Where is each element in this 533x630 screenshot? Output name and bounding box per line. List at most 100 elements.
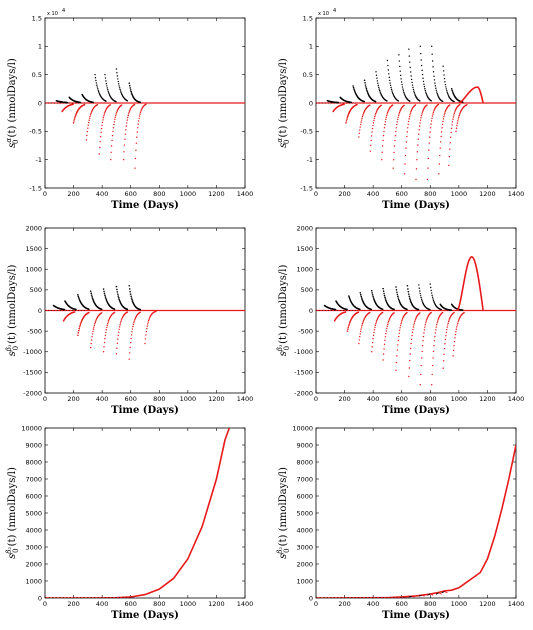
data-point [381,145,384,147]
data-point [378,86,380,89]
data-point [360,121,362,123]
data-point [387,323,389,326]
data-point [440,135,442,138]
data-point [378,88,380,90]
data-point [104,334,107,337]
data-point [73,311,76,313]
data-point [466,104,468,106]
data-point [361,117,363,119]
x-tick-label: 1200 [479,600,496,608]
data-point [130,295,132,298]
data-point [383,127,386,129]
data-point [375,321,377,323]
series-2 [332,103,468,181]
x-tick-label: 800 [424,190,436,198]
data-point [445,331,448,334]
data-point [73,120,75,122]
data-point [425,91,427,93]
data-point [372,295,374,298]
data-point [110,145,113,147]
x-tick-label: 1400 [237,395,254,403]
data-point [73,118,76,120]
x-tick-label: 1400 [508,190,525,198]
data-point [431,373,433,376]
y-tick-label: 0 [38,594,42,602]
data-point [105,82,108,85]
data-point [139,111,142,114]
data-point [95,320,97,322]
data-point [115,68,118,70]
data-point [348,323,351,325]
data-point [390,86,392,89]
data-point [87,124,89,126]
data-point [371,341,374,344]
data-point [348,321,351,324]
data-point [346,308,348,311]
data-point [391,104,394,106]
data-point [401,86,404,88]
y-tick-label: -2000 [294,389,313,397]
data-point [446,91,448,94]
y-tick-label: 5000 [25,509,42,517]
data-point [370,139,372,142]
y-tick-label: -500 [298,327,313,335]
data-point [393,308,395,311]
data-point [410,338,413,341]
y-label-superscript: α [5,138,13,143]
x-tick-label: 1200 [208,190,225,198]
data-point [431,294,433,296]
data-point [121,318,123,320]
data-point [443,347,446,350]
data-point [129,346,131,349]
data-point [437,103,440,106]
data-point [404,163,406,165]
data-point [411,81,413,84]
data-point [359,291,362,294]
data-point [457,118,459,120]
series-wiggle [430,593,434,596]
y-tick-label: -500 [27,327,42,335]
data-point [398,60,401,62]
data-point [96,86,98,88]
data-point [420,364,422,367]
data-point [420,373,422,376]
data-point [461,309,464,311]
data-point [131,331,133,333]
data-point [78,327,81,330]
data-point [441,127,443,129]
data-point [106,85,108,87]
data-point [452,349,455,352]
data-point [450,131,452,134]
data-point [426,178,429,181]
plot-area [316,444,516,598]
y-label-superscript: β₂ [5,547,13,555]
x-axis-label: Time (Days) [111,200,179,211]
data-point [401,318,404,320]
data-point [90,292,92,295]
series-late-bump [456,256,484,311]
x-tick-label: 1000 [451,190,468,198]
x-tick-label: 800 [424,395,436,403]
data-point [134,167,136,169]
data-point [119,88,121,91]
series-2 [61,103,147,169]
data-point [423,329,426,331]
data-point [456,124,458,127]
data-point [419,312,421,314]
data-point [103,113,106,115]
y-axis-label: sα0 (t) (nmolDays/l) [5,58,20,148]
data-point [136,131,138,133]
data-point [454,109,456,112]
series-wiggle [421,594,425,597]
data-point [458,114,460,117]
data-point [441,100,444,103]
data-point [385,299,387,302]
data-point [389,82,391,84]
data-point [386,59,389,62]
data-point [100,308,103,311]
panel-p3: 0 200 400 600 800 1000 1200 1400 -2000 -1500 -1000… [5,224,253,416]
data-point [346,116,349,119]
y-label-superscript: β₁ [5,344,13,352]
x-tick-label: 400 [367,600,379,608]
